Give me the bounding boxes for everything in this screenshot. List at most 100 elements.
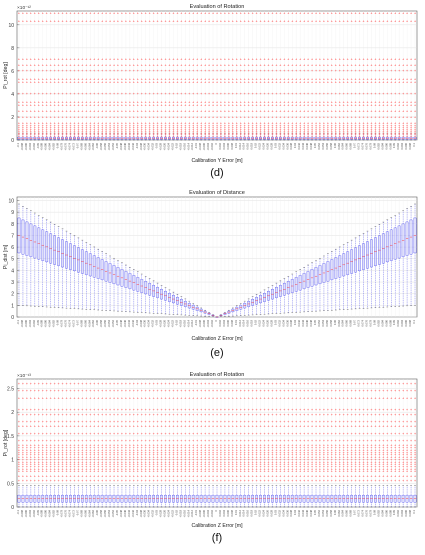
outlier-marker: + [212, 12, 214, 16]
outlier-marker: + [164, 100, 166, 104]
outlier-marker: + [315, 100, 317, 104]
outlier-marker: + [101, 444, 103, 448]
outlier-marker: + [141, 413, 143, 417]
outlier-marker: + [315, 104, 317, 108]
outlier-marker: + [362, 100, 364, 104]
outlier-marker: + [366, 110, 368, 114]
x-tick-label: -0.07 [75, 142, 79, 148]
outlier-marker: + [394, 115, 396, 119]
outlier-marker: + [370, 63, 372, 67]
outlier-marker: + [192, 92, 194, 96]
outlier-marker: + [34, 92, 36, 96]
outlier-marker: + [65, 408, 67, 412]
outlier-marker: + [157, 479, 159, 483]
outlier-marker: + [42, 479, 44, 483]
outlier-marker: + [30, 58, 32, 62]
outlier-marker: + [121, 69, 123, 73]
outlier-marker: + [192, 110, 194, 114]
outlier-marker: + [200, 63, 202, 67]
outlier-marker: + [382, 115, 384, 119]
x-tick-label: 0.09 [392, 319, 396, 325]
outlier-marker: + [65, 122, 67, 126]
outlier-marker: + [109, 58, 111, 62]
outlier-marker: + [323, 110, 325, 114]
outlier-marker: + [339, 58, 341, 62]
outlier-marker: + [149, 444, 151, 448]
outlier-marker: + [283, 81, 285, 85]
outlier-marker: + [406, 110, 408, 114]
outlier-marker: + [299, 92, 301, 96]
outlier-marker: + [46, 110, 48, 114]
outlier-marker: + [117, 77, 119, 81]
outlier-marker: + [65, 396, 67, 400]
outlier-marker: + [157, 63, 159, 67]
outlier-marker: + [291, 77, 293, 81]
outlier-marker: + [212, 104, 214, 108]
outlier-marker: + [307, 100, 309, 104]
outlier-marker: + [382, 58, 384, 62]
outlier-marker: + [129, 382, 131, 386]
outlier-marker: + [366, 104, 368, 108]
outlier-marker: + [184, 20, 186, 24]
outlier-marker: + [279, 69, 281, 73]
x-tick-label: -0.082 [52, 509, 56, 517]
outlier-marker: + [303, 122, 305, 126]
y-tick-label: 10 [8, 23, 14, 29]
outlier-marker: + [97, 69, 99, 73]
outlier-marker: + [216, 12, 218, 16]
outlier-marker: + [30, 100, 32, 104]
outlier-marker: + [402, 92, 404, 96]
x-tick-label: 0.002 [218, 319, 222, 326]
x-tick-label: -0.024 [166, 319, 170, 327]
outlier-marker: + [164, 432, 166, 436]
x-tick-label: -0.018 [178, 142, 182, 150]
outlier-marker: + [133, 104, 135, 108]
outlier-marker: + [232, 92, 234, 96]
outlier-marker: + [188, 77, 190, 81]
outlier-marker: + [204, 69, 206, 73]
outlier-marker: + [42, 122, 44, 126]
outlier-marker: + [50, 63, 52, 67]
outlier-marker: + [260, 63, 262, 67]
outlier-marker: + [275, 63, 277, 67]
outlier-marker: + [315, 20, 317, 24]
outlier-marker: + [200, 92, 202, 96]
outlier-marker: + [145, 389, 147, 393]
x-tick-label: 0.078 [368, 142, 372, 149]
outlier-marker: + [362, 58, 364, 62]
outlier-marker: + [204, 77, 206, 81]
outlier-marker: + [133, 425, 135, 429]
outlier-marker: + [93, 396, 95, 400]
outlier-marker: + [220, 77, 222, 81]
outlier-marker: + [414, 104, 416, 108]
outlier-marker: + [50, 444, 52, 448]
outlier-marker: + [208, 115, 210, 119]
outlier-marker: + [331, 115, 333, 119]
outlier-marker: + [42, 444, 44, 448]
outlier-marker: + [347, 20, 349, 24]
outlier-marker: + [97, 92, 99, 96]
outlier-marker: + [109, 439, 111, 443]
outlier-marker: + [145, 92, 147, 96]
outlier-marker: + [327, 58, 329, 62]
outlier-marker: + [69, 104, 71, 108]
outlier-marker: + [38, 444, 40, 448]
x-tick-label: 0.076 [364, 142, 368, 149]
outlier-marker: + [81, 389, 83, 393]
x-tick-label: -0.09 [36, 319, 40, 325]
outlier-marker: + [149, 420, 151, 424]
outlier-marker: + [224, 81, 226, 85]
outlier-marker: + [275, 115, 277, 119]
outlier-marker: + [180, 77, 182, 81]
x-tick-label: -0.04 [135, 509, 139, 515]
outlier-marker: + [34, 408, 36, 412]
outlier-marker: + [279, 104, 281, 108]
outlier-marker: + [61, 110, 63, 114]
outlier-marker: + [46, 12, 48, 16]
outlier-marker: + [93, 12, 95, 16]
outlier-marker: + [303, 69, 305, 73]
outlier-marker: + [291, 100, 293, 104]
outlier-marker: + [121, 479, 123, 483]
outlier-marker: + [188, 100, 190, 104]
outlier-marker: + [252, 69, 254, 73]
